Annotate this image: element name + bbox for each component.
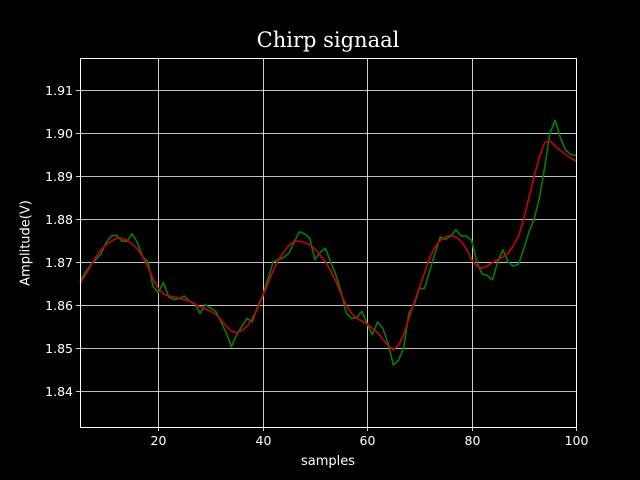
y-tick-label: 1.89 [45,169,73,184]
x-tick-label: 100 [565,433,589,448]
y-tick-label: 1.85 [45,341,73,356]
y-tick-label: 1.90 [45,126,73,141]
y-tick-label: 1.87 [45,255,73,270]
y-tick-label: 1.88 [45,212,73,227]
x-axis-label: samples [300,454,356,469]
axis-ticks: 20 40 60 80 100 1.84 1.85 1.86 1.87 1.88 1.89 1.90 1… [45,83,588,448]
x-tick-label: 60 [360,433,376,448]
y-tick-label: 1.84 [45,384,73,399]
y-tick-label: 1.91 [45,83,73,98]
plot-frame [80,58,577,428]
chart-title: Chirp signaal [256,28,400,52]
y-tick-label: 1.86 [45,298,73,313]
x-tick-label: 20 [151,433,167,448]
grid-lines [80,58,577,427]
series-line-1 [79,119,577,366]
series-layer [79,119,577,366]
x-tick-label: 40 [256,433,272,448]
x-tick-label: 80 [465,433,481,448]
series-line-2 [79,140,577,351]
